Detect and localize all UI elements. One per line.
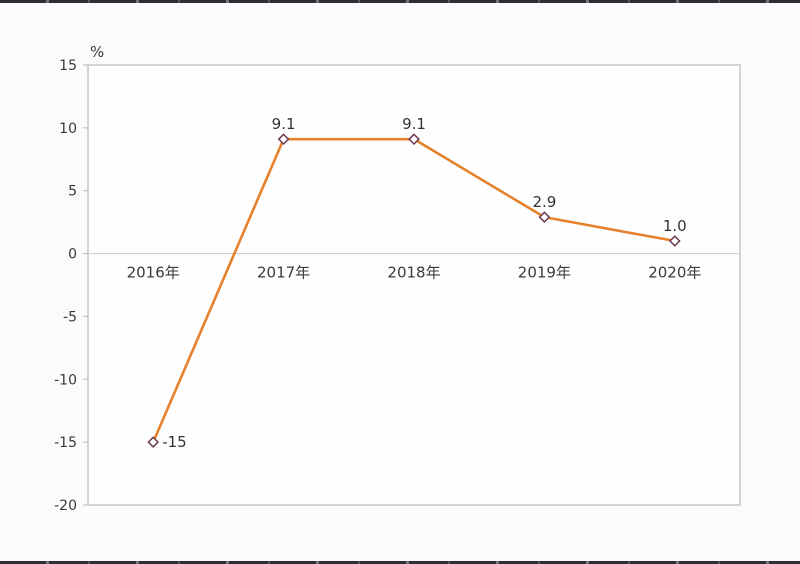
y-tick-label: -20 [54,498,77,514]
y-tick-label: -5 [63,309,77,325]
x-category-label: 2016年 [127,264,180,282]
y-tick-label: 0 [68,247,77,263]
x-category-label: 2017年 [257,264,310,282]
data-point-label: -15 [162,433,187,451]
data-point-marker [538,211,551,223]
data-point-marker [408,133,420,146]
x-category-label: 2019年 [518,264,571,282]
y-tick-label: 15 [59,58,77,74]
data-point-marker [277,133,290,146]
y-tick-label: -15 [54,435,77,451]
data-point-label: 2.9 [532,193,556,211]
data-point-marker [668,235,681,247]
bottom-border-decoration [0,561,800,564]
data-point-label: 1.0 [663,217,687,235]
y-tick-label: -10 [54,372,77,388]
data-point-marker [147,436,160,449]
y-tick-label: 5 [68,184,77,200]
x-category-label: 2018年 [387,264,440,282]
y-axis-unit-label: % [90,43,104,61]
data-point-label: 9.1 [272,115,296,133]
y-tick-label: 10 [59,121,77,137]
x-category-label: 2020年 [648,264,701,282]
top-border-decoration [0,0,800,3]
data-point-label: 9.1 [402,115,426,133]
